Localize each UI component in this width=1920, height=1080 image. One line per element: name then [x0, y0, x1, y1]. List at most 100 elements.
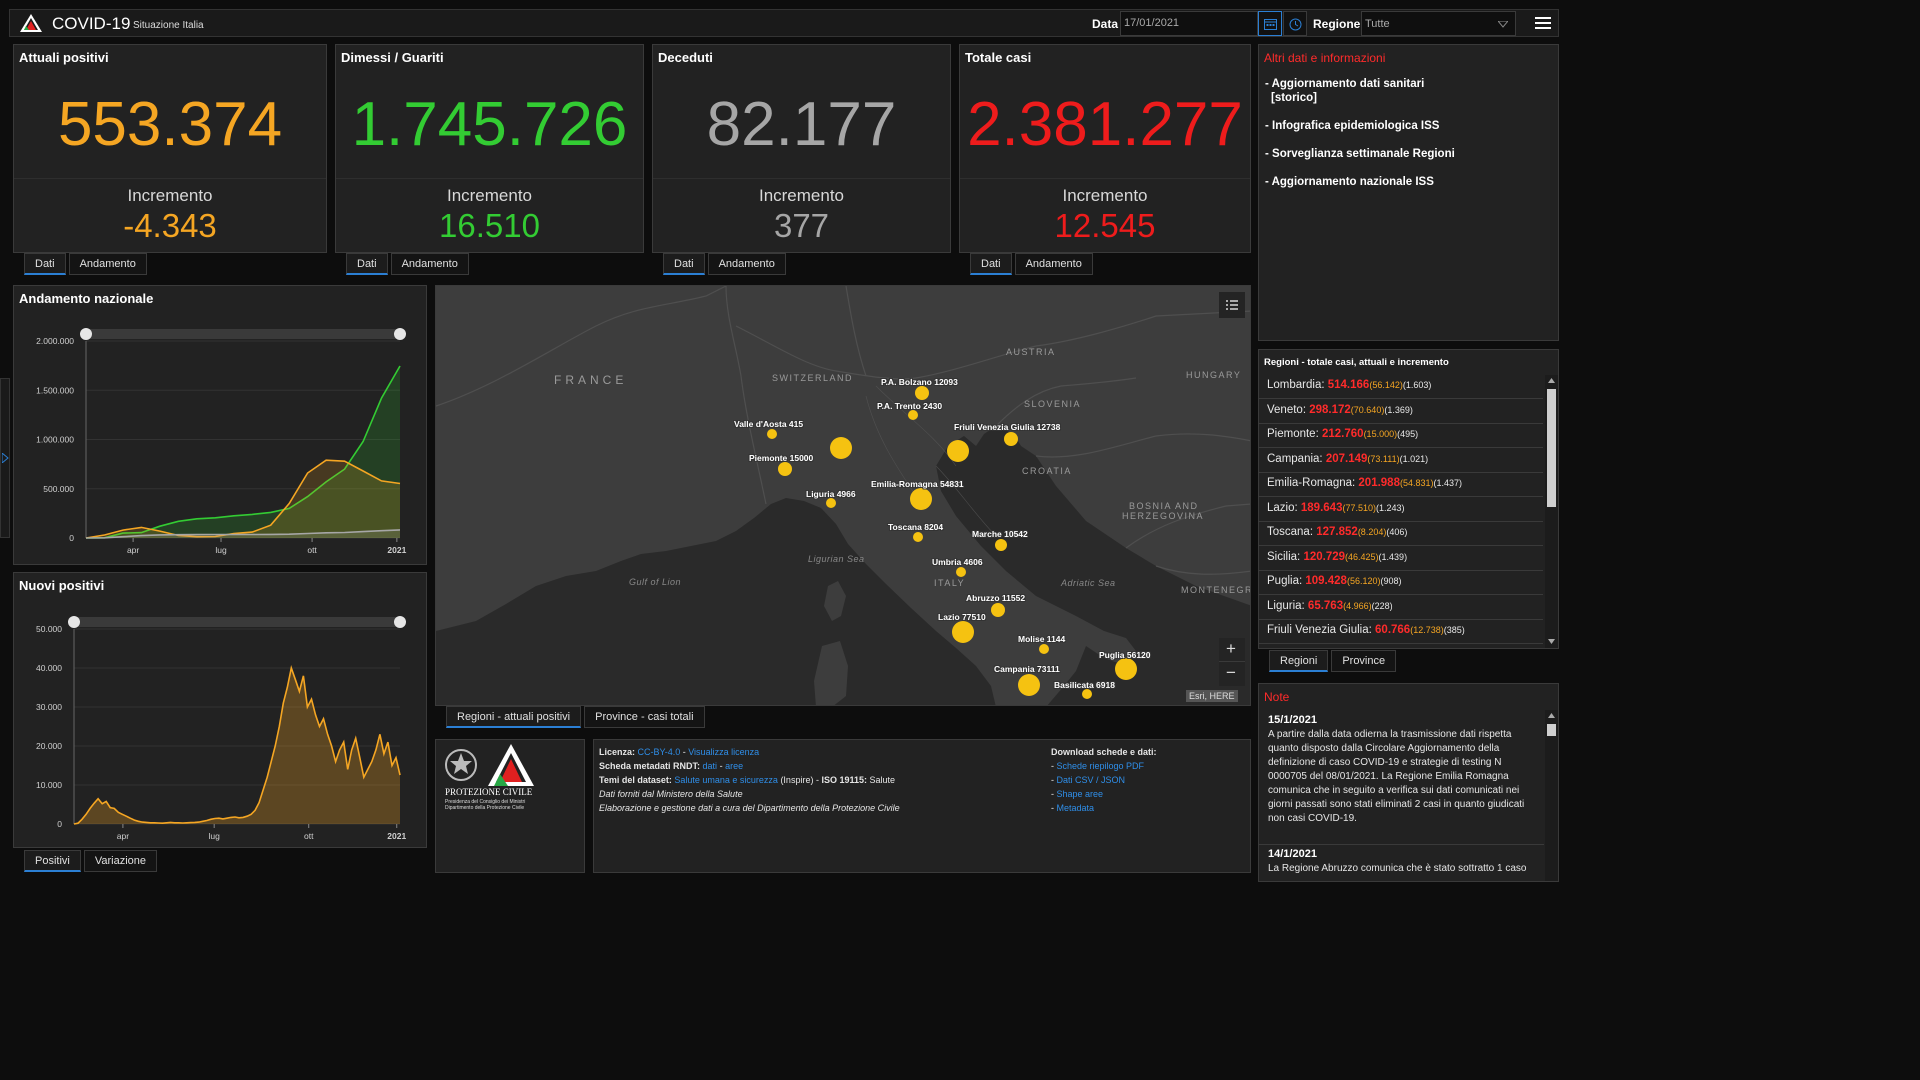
license-link[interactable]: CC-BY-4.0 — [637, 747, 681, 757]
management-line: Elaborazione e gestione dati a cura del … — [599, 803, 900, 813]
regions-scrollbar[interactable] — [1545, 375, 1558, 648]
region-row[interactable]: Friuli Venezia Giulia: 60.766(12.738)(38… — [1259, 620, 1543, 644]
region-row[interactable]: Piemonte: 212.760(15.000)(495) — [1259, 424, 1543, 448]
region-name: Lazio: — [1267, 501, 1298, 514]
scroll-up-icon[interactable] — [1548, 378, 1555, 383]
tab-dati[interactable]: Dati — [24, 253, 66, 275]
tab-province-casi[interactable]: Province - casi totali — [584, 706, 705, 728]
map-dot-friuli[interactable] — [1004, 432, 1018, 446]
region-row[interactable]: Puglia: 109.428(56.120)(908) — [1259, 571, 1543, 595]
date-input[interactable]: 17/01/2021 — [1120, 11, 1258, 36]
map-legend-button[interactable] — [1219, 292, 1245, 318]
tab-andamento[interactable]: Andamento — [707, 253, 786, 275]
map-dot-valle-aosta[interactable] — [767, 429, 777, 439]
tab-dati[interactable]: Dati — [663, 253, 705, 275]
credits-panel: Licenza: CC-BY-4.0 - Visualizza licenza … — [593, 739, 1251, 873]
map-label: Lazio 77510 — [938, 612, 986, 622]
card-value: 2.381.277 — [967, 90, 1243, 159]
scroll-down-icon[interactable] — [1548, 639, 1555, 644]
region-row[interactable]: Toscana: 127.852(8.204)(406) — [1259, 522, 1543, 546]
map-dot-lazio[interactable] — [952, 621, 974, 643]
side-panel-toggle[interactable] — [0, 378, 10, 538]
map-dot-campania[interactable] — [1018, 674, 1040, 696]
map-sea-label: Gulf of Lion — [629, 577, 682, 587]
zoom-in-button[interactable]: + — [1219, 638, 1245, 662]
region-row[interactable]: Veneto: 298.172(70.640)(1.369) — [1259, 400, 1543, 424]
y-tick-label: 500.000 — [43, 484, 74, 494]
region-increment: (1.021) — [1399, 453, 1429, 464]
info-link[interactable]: - Infografica epidemiologica ISS — [1265, 120, 1440, 132]
tab-andamento[interactable]: Andamento — [1014, 253, 1093, 275]
y-tick-label: 40.000 — [36, 663, 62, 673]
region-row[interactable]: Liguria: 65.763(4.966)(228) — [1259, 596, 1543, 620]
range-handle-left — [68, 616, 80, 628]
region-name: Friuli Venezia Giulia: — [1267, 624, 1372, 636]
view-license-link[interactable]: Visualizza licenza — [688, 747, 760, 757]
download-link[interactable]: - Shape aree — [1051, 789, 1104, 799]
map-dot-bolzano[interactable] — [915, 386, 929, 400]
info-link[interactable]: - Sorveglianza settimanale Regioni — [1265, 148, 1455, 160]
metadata-aree-link[interactable]: aree — [725, 761, 744, 771]
map-dot-basilicata[interactable] — [1082, 689, 1092, 699]
region-row[interactable]: Emilia-Romagna: 201.988(54.831)(1.437) — [1259, 473, 1543, 497]
map-dot-toscana[interactable] — [913, 532, 923, 542]
calendar-button[interactable] — [1258, 11, 1282, 36]
card-increment-value: 16.510 — [439, 207, 540, 244]
map-dot-umbria[interactable] — [956, 567, 966, 577]
info-link[interactable]: [storico] — [1271, 92, 1317, 104]
tab-dati[interactable]: Dati — [970, 253, 1012, 275]
map-dot-abruzzo[interactable] — [991, 603, 1005, 617]
card-increment-label: Incremento — [127, 186, 213, 205]
region-row[interactable]: Sicilia: 120.729(46.425)(1.439) — [1259, 547, 1543, 571]
zoom-out-button[interactable]: − — [1219, 662, 1245, 686]
region-increment: (1.437) — [1433, 478, 1463, 488]
scroll-thumb[interactable] — [1547, 389, 1556, 507]
region-row[interactable]: Lazio: 189.643(77.510)(1.243) — [1259, 498, 1543, 522]
map-dot-liguria[interactable] — [826, 498, 836, 508]
map-dot-lombardia[interactable] — [830, 437, 852, 459]
time-button[interactable] — [1283, 11, 1307, 36]
map-dot-puglia[interactable] — [1115, 658, 1137, 680]
notes-scrollbar[interactable] — [1545, 710, 1558, 881]
region-name: Emilia-Romagna: — [1267, 477, 1356, 489]
map-dot-emilia[interactable] — [910, 488, 932, 510]
info-link[interactable]: - Aggiornamento dati sanitari — [1265, 78, 1425, 90]
region-row[interactable]: Lombardia: 514.166(56.142)(1.603) — [1259, 375, 1543, 399]
card-tabs-dimessi: Dati Andamento — [346, 253, 469, 275]
info-link[interactable]: - Aggiornamento nazionale ISS — [1265, 176, 1434, 188]
themes-link[interactable]: Salute umana e sicurezza — [674, 775, 778, 785]
tab-regioni-attuali[interactable]: Regioni - attuali positivi — [446, 706, 582, 728]
download-link[interactable]: - Dati CSV / JSON — [1051, 775, 1126, 785]
download-link[interactable]: - Metadata — [1051, 803, 1095, 813]
map-dot-veneto[interactable] — [947, 440, 969, 462]
card-value: 82.177 — [706, 90, 897, 159]
tab-dati[interactable]: Dati — [346, 253, 388, 275]
map-sea-label: Ligurian Sea — [808, 554, 865, 564]
region-select[interactable]: Tutte — [1361, 11, 1516, 36]
map-dot-molise[interactable] — [1039, 644, 1049, 654]
tab-variazione[interactable]: Variazione — [83, 850, 158, 872]
tab-regioni[interactable]: Regioni — [1269, 650, 1329, 672]
region-total: 514.166 — [1327, 379, 1370, 391]
map-dot-marche[interactable] — [995, 539, 1007, 551]
map-country-label: SWITZERLAND — [772, 373, 854, 383]
card-value: 553.374 — [57, 90, 283, 159]
tab-andamento[interactable]: Andamento — [390, 253, 469, 275]
menu-icon[interactable] — [1535, 15, 1551, 31]
tab-positivi[interactable]: Positivi — [24, 850, 81, 872]
regions-title: Regioni - totale casi, attuali e increme… — [1264, 357, 1449, 368]
scroll-up-icon[interactable] — [1548, 713, 1555, 718]
plus-icon: + — [1226, 639, 1236, 658]
note-text: La Regione Abruzzo comunica che è stato … — [1268, 863, 1527, 874]
region-active: (15.000) — [1363, 429, 1398, 439]
download-link[interactable]: - Schede riepilogo PDF — [1051, 761, 1145, 771]
map-view[interactable]: FRANCE SWITZERLAND AUSTRIA HUNGARY SLOVE… — [435, 285, 1251, 706]
region-row[interactable]: Campania: 207.149(73.111)(1.021) — [1259, 449, 1543, 473]
tab-andamento[interactable]: Andamento — [68, 253, 147, 275]
map-dot-trento[interactable] — [908, 410, 918, 420]
tab-province[interactable]: Province — [1331, 650, 1397, 672]
range-handle-right — [394, 616, 406, 628]
metadata-dati-link[interactable]: dati — [702, 761, 718, 771]
scroll-thumb[interactable] — [1547, 724, 1556, 736]
map-dot-piemonte[interactable] — [778, 462, 792, 476]
